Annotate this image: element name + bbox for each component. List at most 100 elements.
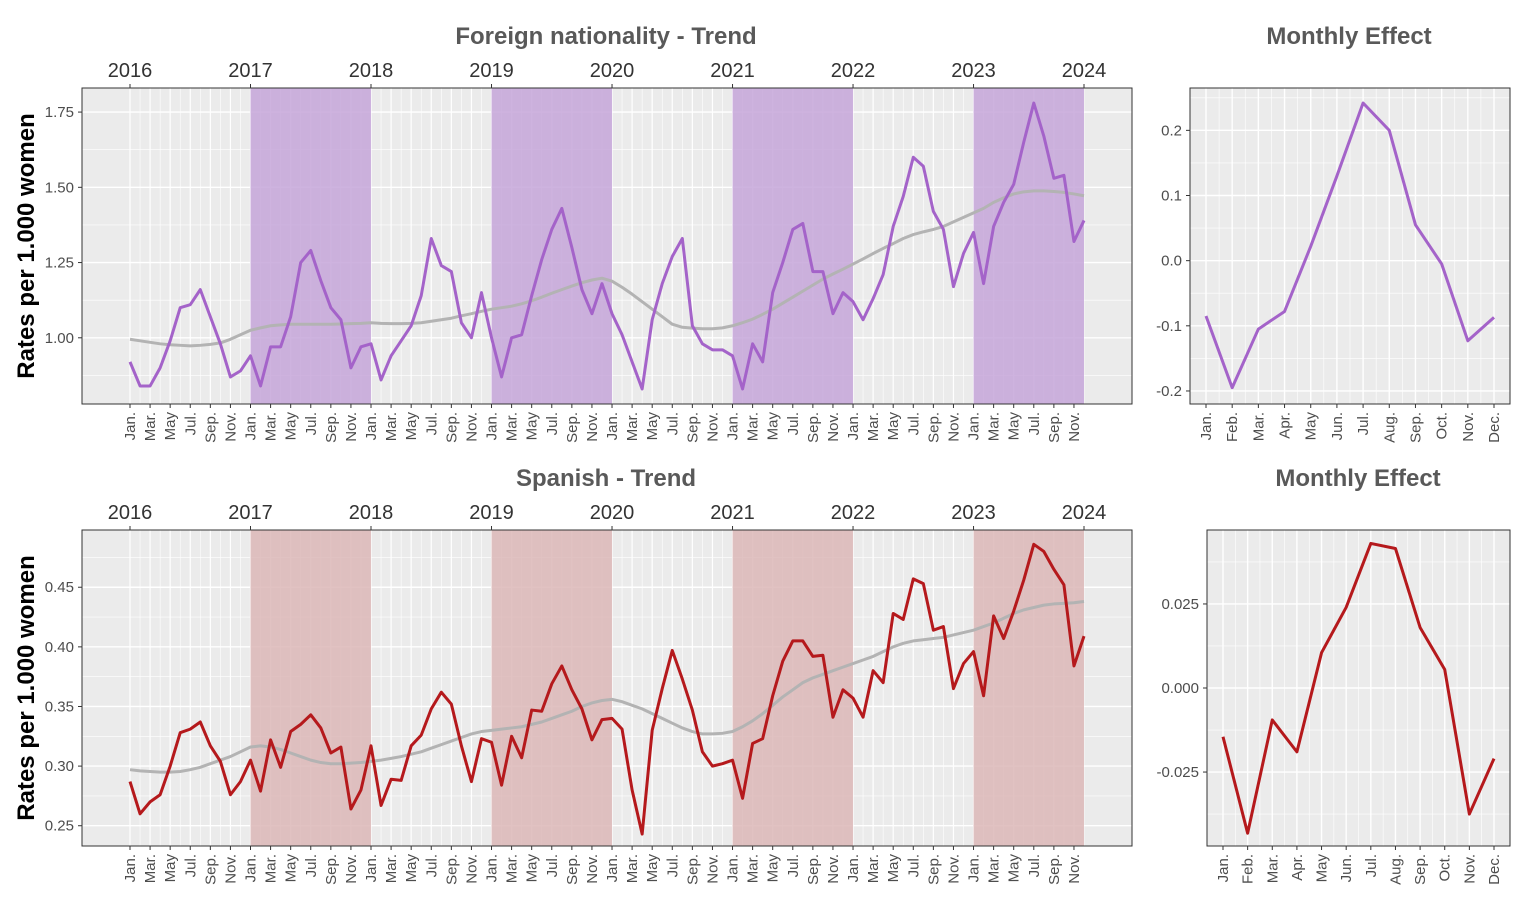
year-label: 2020 xyxy=(590,60,635,82)
month-tick-label: Nov. xyxy=(825,854,842,884)
month-tick-label: Nov. xyxy=(584,854,601,884)
year-label: 2016 xyxy=(108,502,153,524)
month-tick-label: Sep. xyxy=(443,854,460,885)
y-tick-label: 0.25 xyxy=(45,818,74,835)
month-tick-label: Jun. xyxy=(1338,854,1355,882)
month-tick-label: Jul. xyxy=(1363,854,1380,877)
year-label: 2023 xyxy=(951,60,996,82)
month-tick-label: May xyxy=(162,412,179,441)
month-tick-label: Sep. xyxy=(684,854,701,885)
month-tick-label: Nov. xyxy=(1066,412,1083,442)
spanish-trend-y-ticks: 0.25 0.30 0.35 0.40 0.45 xyxy=(45,579,82,835)
year-label: 2018 xyxy=(349,60,394,82)
foreign-trend-y-ticks: 1.00 1.25 1.50 1.75 xyxy=(45,104,82,347)
month-tick-label: Jul. xyxy=(423,412,440,435)
month-tick-label: Mar. xyxy=(624,412,641,441)
month-tick-label: Jul. xyxy=(303,854,320,877)
month-tick-label: Jan. xyxy=(725,854,742,882)
month-tick-label: Jan. xyxy=(122,854,139,882)
spanish-observed-line xyxy=(128,542,1086,836)
y-tick-label: 0.45 xyxy=(45,579,74,596)
spanish-monthly-title: Monthly Effect xyxy=(1275,465,1440,492)
month-tick-label: Mar. xyxy=(263,854,280,883)
spanish-y-axis-label: Rates per 1.000 women xyxy=(13,555,40,820)
month-tick-label: Oct. xyxy=(1434,412,1451,440)
month-tick-label: Mar. xyxy=(986,412,1003,441)
year-label: 2017 xyxy=(228,502,273,524)
month-tick-label: Nov. xyxy=(343,854,360,884)
month-tick-label: Sep. xyxy=(805,854,822,885)
foreign-trend-lines xyxy=(128,101,1086,391)
y-tick-label: 0.025 xyxy=(1161,596,1199,613)
spanish-trend-panel: Spanish - Trend Rates per 1.000 women 0.… xyxy=(13,465,1133,885)
month-tick-label: Jul. xyxy=(544,412,561,435)
month-tick-label: Sep. xyxy=(323,854,340,885)
month-tick-label: Jan. xyxy=(845,412,862,440)
month-tick-label: Nov. xyxy=(945,412,962,442)
foreign-monthly-gridlines xyxy=(1190,88,1510,404)
year-label: 2016 xyxy=(108,60,153,82)
month-tick-label: Sep. xyxy=(1412,854,1429,885)
month-tick-label: Mar. xyxy=(504,412,521,441)
month-tick-label: Mar. xyxy=(383,412,400,441)
foreign-trend-year-labels: 2016 2017 2018 2019 2020 2021 2022 2023 2024 xyxy=(108,60,1106,88)
month-tick-label: Mar. xyxy=(865,854,882,883)
month-tick-label: Jan. xyxy=(966,854,983,882)
month-tick-label: May xyxy=(1303,412,1320,441)
month-tick-label: Jul. xyxy=(544,854,561,877)
foreign-monthly-panel: Monthly Effect -0.2 -0.1 0.0 0.1 0.2 Jan. Feb… xyxy=(1156,23,1511,443)
month-tick-label: Jul. xyxy=(1355,412,1372,435)
month-tick-label: Sep. xyxy=(323,412,340,443)
y-tick-label: 0.40 xyxy=(45,639,74,656)
month-tick-label: Mar. xyxy=(745,854,762,883)
month-tick-label: Sep. xyxy=(1046,412,1063,443)
y-tick-label: -0.025 xyxy=(1156,764,1199,781)
month-tick-label: Sep. xyxy=(564,854,581,885)
spanish-monthly-month-labels: Jan. Feb. Mar. Apr. May Jun. Jul. Aug. Sep. Oct. N… xyxy=(1215,846,1503,885)
month-tick-label: Sep. xyxy=(925,412,942,443)
foreign-trend-shaded-years xyxy=(250,88,1084,404)
month-tick-label: Apr. xyxy=(1277,412,1294,439)
year-label: 2024 xyxy=(1062,502,1107,524)
month-tick-label: May xyxy=(283,854,300,883)
month-tick-label: May xyxy=(1314,854,1331,883)
month-tick-label: May xyxy=(644,412,661,441)
y-tick-label: -0.1 xyxy=(1156,318,1182,335)
year-label: 2023 xyxy=(951,502,996,524)
month-tick-label: Jun. xyxy=(1329,412,1346,440)
month-tick-label: Feb. xyxy=(1224,412,1241,442)
month-tick-label: Jan. xyxy=(1198,412,1215,440)
y-tick-label: 0.000 xyxy=(1161,680,1199,697)
month-tick-label: May xyxy=(403,412,420,441)
year-label: 2019 xyxy=(469,60,514,82)
month-tick-label: May xyxy=(1006,412,1023,441)
month-tick-label: Nov. xyxy=(704,854,721,884)
month-tick-label: Mar. xyxy=(1264,854,1281,883)
month-tick-label: May xyxy=(524,412,541,441)
y-tick-label: 0.35 xyxy=(45,698,74,715)
month-tick-label: May xyxy=(765,854,782,883)
foreign-trend-month-labels: Jan. Mar. May Jul. Sep. Nov. Jan. Mar. May Jul. Se… xyxy=(122,404,1083,443)
month-tick-label: Mar. xyxy=(142,854,159,883)
month-tick-label: Jul. xyxy=(303,412,320,435)
month-tick-label: May xyxy=(524,854,541,883)
y-tick-label: 0.30 xyxy=(45,758,74,775)
month-tick-label: Nov. xyxy=(343,412,360,442)
foreign-trend-panel: Foreign nationality - Trend Rates per 1.… xyxy=(13,23,1133,443)
spanish-trend-year-labels: 2016 2017 2018 2019 2020 2021 2022 2023 2024 xyxy=(108,502,1107,530)
year-label: 2019 xyxy=(469,502,514,524)
month-tick-label: Nov. xyxy=(704,412,721,442)
foreign-y-axis-label: Rates per 1.000 women xyxy=(13,113,40,378)
month-tick-label: Mar. xyxy=(1250,412,1267,441)
month-tick-label: Jan. xyxy=(243,412,260,440)
month-tick-label: Nov. xyxy=(1461,854,1478,884)
month-tick-label: Jul. xyxy=(905,412,922,435)
month-tick-label: Sep. xyxy=(805,412,822,443)
month-tick-label: Aug. xyxy=(1381,412,1398,443)
month-tick-label: May xyxy=(283,412,300,441)
spanish-trend-title: Spanish - Trend xyxy=(516,465,696,492)
shaded-year-band xyxy=(250,530,372,846)
foreign-monthly-y-ticks: -0.2 -0.1 0.0 0.1 0.2 xyxy=(1156,122,1190,400)
foreign-trend-panel-border xyxy=(81,87,1133,405)
spanish-monthly-panel: Monthly Effect -0.025 0.000 0.025 Jan. Feb.… xyxy=(1156,465,1511,885)
